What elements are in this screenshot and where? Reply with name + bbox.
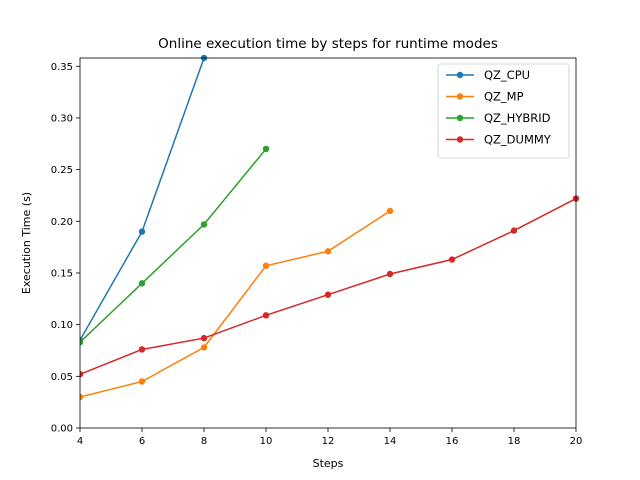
x-tick-label: 14 (384, 436, 397, 447)
data-point (200, 221, 208, 228)
x-tick-label: 8 (201, 436, 207, 447)
legend-marker (456, 114, 464, 122)
chart-title: Online execution time by steps for runti… (158, 36, 498, 52)
y-tick-label: 0.00 (51, 424, 73, 435)
legend-label: QZ_DUMMY (484, 133, 552, 147)
series-line (80, 197, 577, 375)
legend-item: QZ_CPU (446, 68, 530, 82)
data-point (200, 334, 208, 342)
series-line (80, 57, 205, 341)
legend-marker (456, 71, 464, 79)
data-point (324, 291, 332, 298)
x-tick-label: 10 (260, 436, 273, 447)
series-qz-mp (80, 207, 394, 401)
data-point (80, 393, 84, 401)
data-point (262, 145, 270, 153)
y-tick-label: 0.20 (51, 217, 73, 228)
data-point (80, 371, 84, 378)
legend-item: QZ_MP (446, 90, 524, 104)
series-qz-dummy (80, 195, 580, 378)
data-point (200, 344, 208, 351)
legend-item: QZ_HYBRID (446, 111, 551, 125)
data-point (138, 280, 146, 287)
data-point (262, 262, 270, 269)
x-axis-label: Steps (313, 457, 344, 470)
series-line (80, 210, 391, 398)
data-point (386, 270, 394, 278)
legend-label: QZ_HYBRID (484, 111, 551, 125)
legend-box (437, 63, 570, 159)
data-point (510, 227, 518, 234)
plot-area: 4 6 8 10 12 14 16 18 20 0.00 0.05 0.10 0.15 0.20 0.25 0… (51, 54, 583, 447)
legend: QZ_CPU QZ_MP QZ_HYBRID QZ_DUMMY (437, 63, 570, 159)
x-tick-label: 18 (508, 436, 521, 447)
series-group (80, 54, 580, 401)
data-point (80, 339, 84, 346)
legend-marker (456, 136, 464, 143)
series-line (80, 148, 267, 343)
x-tick-label: 20 (570, 436, 583, 447)
legend-label: QZ_MP (484, 90, 524, 104)
x-tick-label: 6 (139, 436, 145, 447)
y-tick-label: 0.05 (51, 372, 73, 383)
data-point (448, 256, 456, 263)
data-point (386, 207, 394, 215)
series-qz-cpu (80, 54, 208, 344)
data-point (138, 346, 146, 353)
data-point (262, 312, 270, 319)
x-tick-label: 12 (322, 436, 335, 447)
x-tick-label: 4 (77, 436, 83, 447)
y-tick-label: 0.15 (51, 268, 73, 279)
data-point (138, 378, 146, 385)
legend-label: QZ_CPU (484, 68, 530, 82)
y-tick-label: 0.30 (51, 113, 73, 124)
legend-item: QZ_DUMMY (446, 133, 552, 147)
y-tick-label: 0.25 (51, 165, 73, 176)
x-tick-label: 16 (446, 436, 459, 447)
y-tick-label: 0.35 (51, 62, 73, 73)
data-point (138, 228, 146, 235)
series-qz-hybrid (80, 145, 270, 346)
y-axis-label: Execution Time (s) (20, 192, 33, 294)
data-point (324, 248, 332, 255)
legend-marker (456, 93, 464, 100)
y-tick-label: 0.10 (51, 320, 73, 331)
